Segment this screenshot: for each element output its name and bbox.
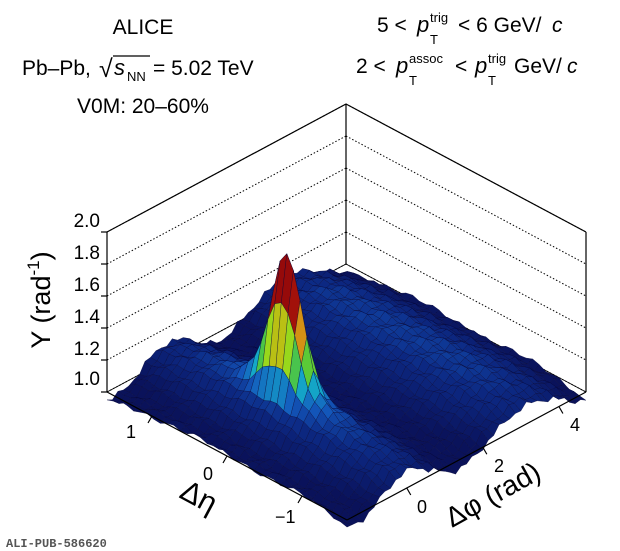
- svg-text:Y (rad-1): Y (rad-1): [24, 251, 56, 348]
- trig-pre: 5 <: [377, 14, 407, 37]
- y-tick-label: −1: [275, 507, 296, 527]
- z-gridline: [106, 135, 347, 265]
- surface-cell: [340, 521, 354, 528]
- z-tick-label: 1.0: [74, 369, 100, 390]
- trig-sub: T: [430, 32, 438, 47]
- z-tick-label: 1.6: [74, 275, 100, 296]
- z-axis-label-close: ): [26, 251, 56, 260]
- energy-value: = 5.02 TeV: [153, 57, 254, 80]
- y-axis-label: Δη: [175, 474, 223, 520]
- energy-sub: NN: [127, 69, 146, 84]
- assoc-sup: assoc: [409, 51, 443, 66]
- system-text: Pb–Pb,: [22, 57, 91, 80]
- y-tick-label: 1: [126, 422, 136, 442]
- assoc-pt-range: 2 < p assoc T < p trig T GeV/ c: [356, 51, 578, 88]
- z-tick-label: 2.0: [74, 211, 100, 232]
- x-tick-label: 4: [570, 415, 580, 435]
- deta-tick: [222, 455, 228, 464]
- right-top-edge: [345, 103, 587, 233]
- z-axis-label-sup: -1: [24, 260, 43, 275]
- assoc-c: c: [567, 55, 578, 78]
- sqrt-symbol: √: [99, 55, 113, 83]
- trig-sup: trig: [430, 10, 448, 25]
- trig-post: < 6 GeV/: [458, 14, 542, 37]
- z-tick-labels: 1.0 1.2 1.4 1.6 1.8 2.0: [74, 211, 101, 390]
- z-tick-label: 1.4: [74, 307, 101, 328]
- assoc-post: GeV/: [514, 55, 562, 78]
- axes: [106, 391, 587, 521]
- z-tick-label: 1.2: [74, 339, 100, 360]
- dphi-tick: [482, 446, 488, 455]
- trigger-pt-range: 5 < p trig T < 6 GeV/ c: [377, 10, 563, 47]
- deta-tick: [147, 415, 153, 424]
- z-axis-label-main: Y (rad: [26, 276, 56, 349]
- deta-tick: [297, 495, 303, 504]
- z-gridline: [345, 167, 587, 297]
- z-gridlines: [101, 103, 587, 393]
- z-axis-label: Y (rad-1): [24, 251, 56, 348]
- left-top-edge: [106, 103, 347, 233]
- trig-c: c: [552, 14, 563, 37]
- y-tick-label: 0: [203, 464, 213, 484]
- trig-var: p: [416, 12, 429, 37]
- assoc-var: p: [395, 53, 408, 78]
- collision-system-label: Pb–Pb,: [22, 57, 91, 80]
- centrality-label: V0M: 20–60%: [77, 95, 209, 118]
- z-tick-label: 1.8: [74, 243, 100, 264]
- assoc-sub2: T: [488, 73, 496, 88]
- surface-mesh: [106, 252, 587, 528]
- publication-id: ALI-PUB-586620: [6, 537, 107, 551]
- assoc-sub: T: [409, 73, 417, 88]
- dphi-axis-line: [346, 391, 587, 521]
- assoc-pre: 2 <: [356, 55, 386, 78]
- dphi-tick: [406, 487, 412, 496]
- assoc-mid: <: [455, 55, 467, 78]
- assoc-sup2: trig: [488, 51, 506, 66]
- energy-var: s: [114, 55, 125, 80]
- experiment-label: ALICE: [113, 16, 174, 39]
- x-tick-label: 2: [494, 456, 504, 476]
- x-tick-label: 0: [417, 497, 427, 517]
- assoc-var2: p: [474, 53, 487, 78]
- dphi-tick: [558, 406, 564, 414]
- z-gridline: [345, 135, 587, 265]
